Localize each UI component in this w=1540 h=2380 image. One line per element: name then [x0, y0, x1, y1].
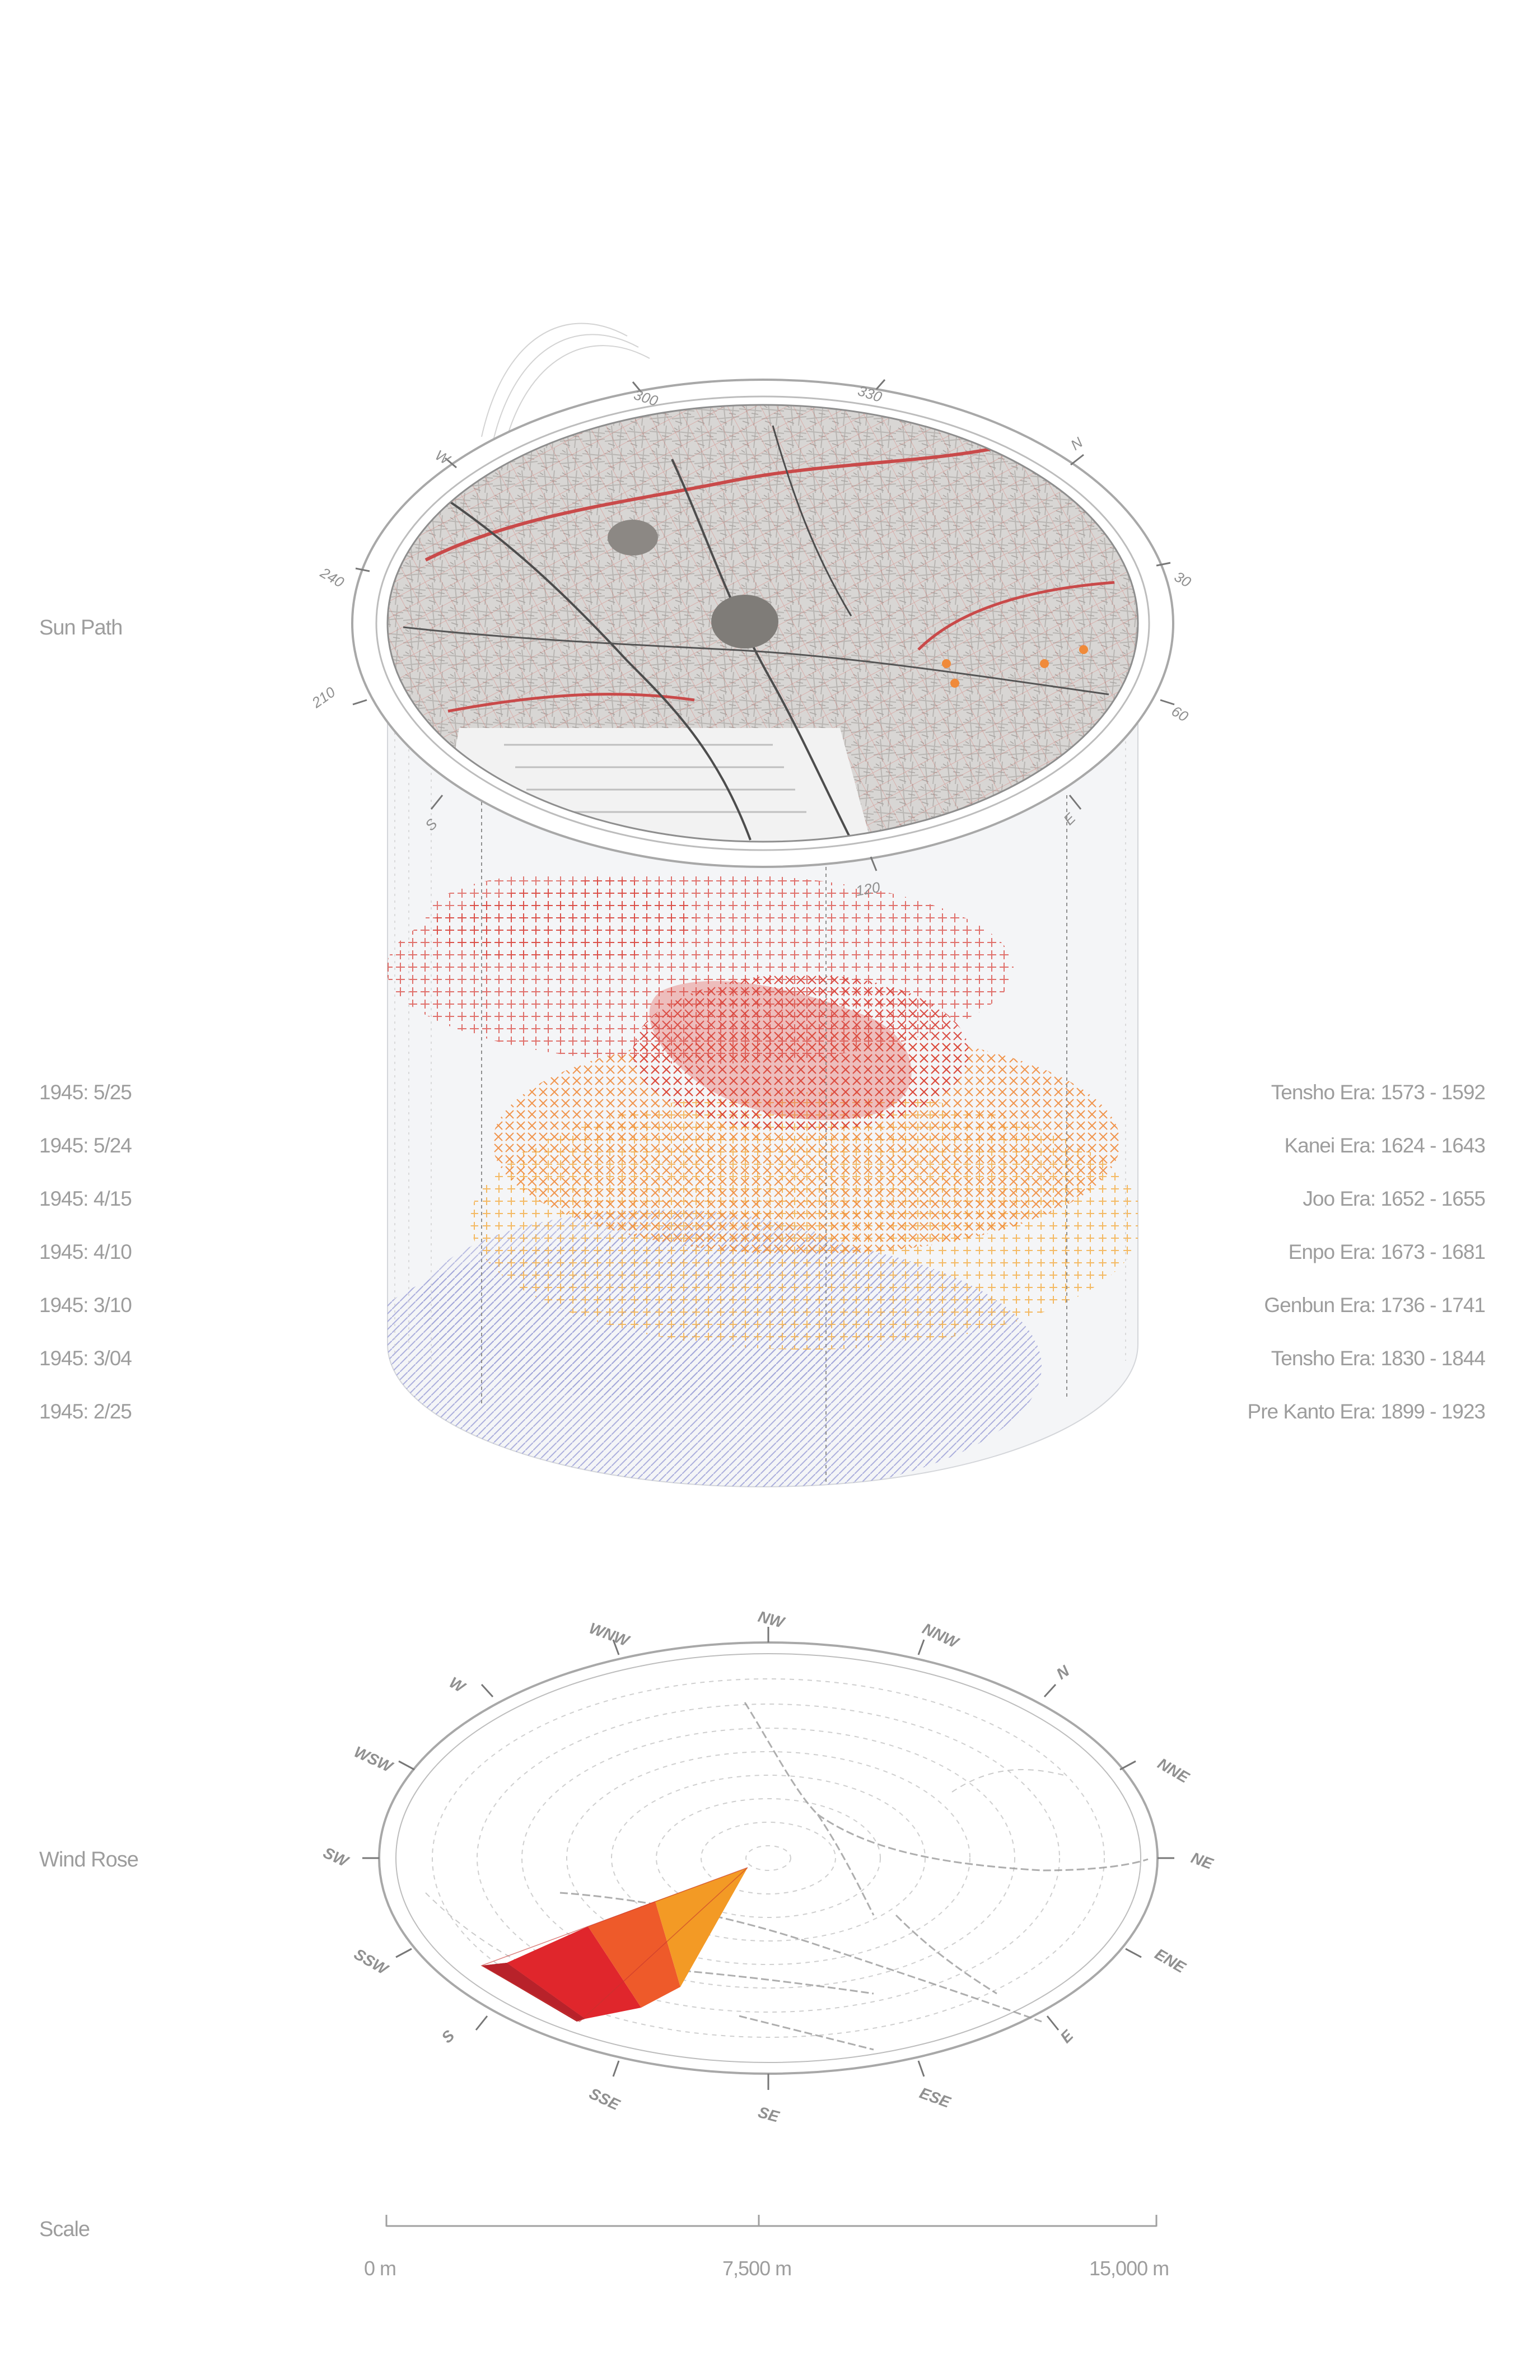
wind-dir-label: E	[1057, 2026, 1077, 2046]
wind-dir-label: SW	[320, 1844, 352, 1870]
wind-dir-label: NNW	[920, 1620, 962, 1651]
scale-label: Scale	[39, 2218, 90, 2241]
burn-volumes	[388, 874, 1138, 1487]
wind-rose-label: Wind Rose	[39, 1848, 139, 1872]
volume-red-cross-2	[426, 874, 694, 963]
wind-rose-dashed-rings	[432, 1678, 1105, 2038]
date-item: 1945: 2/25	[39, 1400, 132, 1423]
fire-points	[942, 645, 1088, 688]
era-item: Tensho Era: 1573 - 1592	[1271, 1081, 1486, 1104]
degree-label: 60	[1169, 702, 1192, 725]
wind-rose-inner-ring	[395, 1653, 1141, 2063]
date-item: 1945: 3/04	[39, 1347, 132, 1370]
wind-dir-label: WNW	[587, 1620, 633, 1650]
era-list: Tensho Era: 1573 - 1592 Kanei Era: 1624 …	[1093, 1081, 1486, 1529]
sun-path-label: Sun Path	[39, 616, 123, 640]
wind-dir-label: NNE	[1155, 1754, 1193, 1786]
degree-label: 210	[308, 683, 338, 711]
map-edge	[386, 404, 1139, 843]
wind-sector	[480, 1867, 748, 2022]
wind-band-4	[655, 1868, 748, 1987]
wind-dir-label: SE	[756, 2103, 781, 2126]
wind-band-3	[588, 1901, 680, 2008]
imperial-palace	[711, 595, 778, 648]
degree-label: 30	[1172, 568, 1194, 591]
wind-dir-label: ESE	[917, 2084, 953, 2112]
scale-tick-7500: 7,500 m	[722, 2257, 792, 2280]
era-item: Joo Era: 1652 - 1655	[1303, 1187, 1486, 1210]
wind-dir-label: NW	[756, 1608, 787, 1632]
era-item: Enpo Era: 1673 - 1681	[1288, 1240, 1486, 1263]
date-item: 1945: 3/10	[39, 1294, 132, 1317]
wind-dir-label: W	[446, 1673, 469, 1696]
date-item: 1945: 5/25	[39, 1081, 132, 1104]
era-item: Tensho Era: 1830 - 1844	[1271, 1347, 1486, 1370]
wind-rose-outer-ring	[378, 1641, 1159, 2075]
era-item: Kanei Era: 1624 - 1643	[1284, 1134, 1486, 1157]
wind-dir-label: ENE	[1152, 1945, 1189, 1976]
wind-dir-label: N	[1053, 1662, 1073, 1682]
sun-path-ticks	[352, 379, 1175, 871]
scale-tick-15000: 15,000 m	[1089, 2257, 1169, 2280]
era-item: Pre Kanto Era: 1899 - 1923	[1247, 1400, 1486, 1423]
tokyo-map	[388, 405, 1138, 842]
era-item: Genbun Era: 1736 - 1741	[1264, 1294, 1486, 1317]
sun-path-cylinder: 300 330 N W 240 30 210 60 S E 120	[308, 323, 1194, 1487]
date-item: 1945: 5/24	[39, 1134, 132, 1157]
scale-tick-0: 0 m	[364, 2257, 396, 2280]
scale-bar	[385, 2215, 1158, 2227]
degree-label: 240	[317, 564, 347, 591]
wind-dir-label: SSW	[351, 1945, 392, 1978]
date-item: 1945: 4/15	[39, 1187, 132, 1210]
wind-dir-label: SSE	[586, 2084, 623, 2113]
vertical-guides	[481, 762, 1067, 1484]
sun-path-ring-inner	[375, 395, 1150, 851]
degree-label: N	[1067, 433, 1086, 453]
wind-rose-ticks	[362, 1627, 1174, 2090]
wind-dir-label: NE	[1189, 1849, 1216, 1873]
wind-rose: NW NNW WNW N W NNE WSW NE SW ENE SSW E S…	[320, 1608, 1216, 2126]
date-item: 1945: 4/10	[39, 1240, 132, 1263]
faint-guides	[394, 672, 1126, 1378]
wind-dir-label: S	[438, 2027, 458, 2046]
wind-dir-label: WSW	[351, 1743, 396, 1776]
wind-band-1	[482, 1963, 585, 2022]
